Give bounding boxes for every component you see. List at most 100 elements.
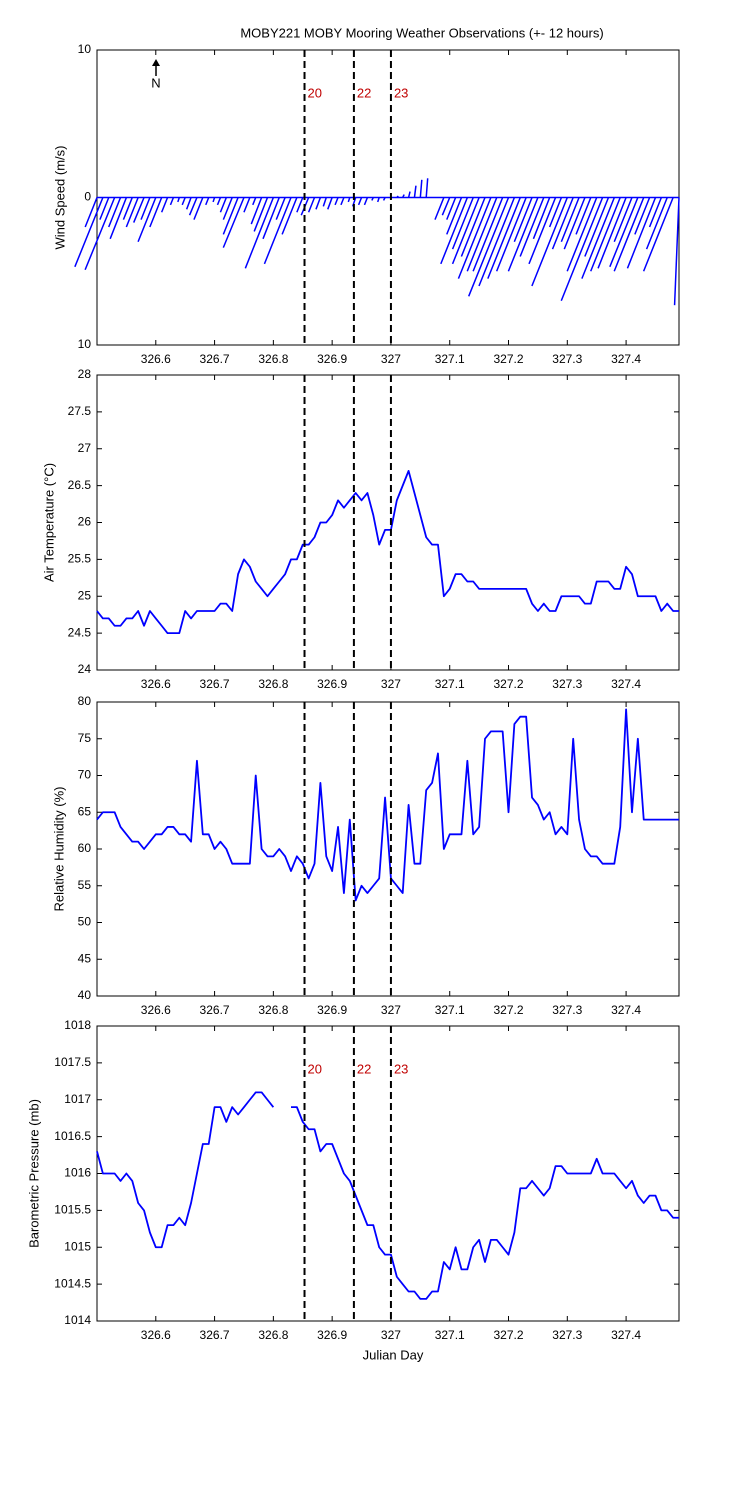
x-tick-label: 326.8 — [258, 677, 288, 691]
x-tick-label: 326.8 — [258, 352, 288, 366]
x-tick-label: 327.2 — [493, 1328, 523, 1342]
wind-stick — [407, 191, 411, 198]
x-tick-label: 326.7 — [200, 677, 230, 691]
data-line — [96, 1091, 275, 1249]
x-tick-label: 327.4 — [611, 352, 641, 366]
y-tick-label: 1017 — [64, 1092, 91, 1106]
wind-stick — [216, 197, 222, 206]
wind-stick — [74, 197, 104, 268]
wind-stick — [371, 197, 374, 201]
wind-stick — [528, 197, 557, 265]
wind-stick — [478, 197, 516, 287]
wind-stick — [645, 197, 668, 250]
wind-stick — [590, 197, 621, 272]
wind-stick — [673, 197, 680, 306]
y-tick-label: 70 — [78, 768, 92, 782]
wind-stick — [193, 197, 204, 220]
x-tick-label: 326.6 — [141, 677, 171, 691]
y-axis-label: Relative Humidity (%) — [51, 787, 66, 912]
wind-stick — [363, 197, 369, 206]
wind-stick — [382, 197, 386, 201]
wind-stick — [222, 197, 239, 235]
wind-stick — [212, 197, 216, 203]
wind-stick — [99, 197, 110, 220]
x-tick-label: 326.9 — [317, 677, 347, 691]
wind-stick — [84, 197, 116, 271]
y-tick-label: 1016.5 — [54, 1129, 91, 1143]
y-tick-label: 0 — [84, 190, 91, 204]
wind-stick — [581, 197, 616, 279]
wind-stick — [446, 197, 457, 220]
y-tick-label: 27.5 — [68, 404, 92, 418]
wind-stick — [584, 197, 610, 257]
wind-stick — [467, 197, 510, 297]
wind-stick — [281, 197, 298, 235]
y-tick-label: 26 — [78, 515, 92, 529]
x-tick-label: 326.6 — [141, 1328, 171, 1342]
wind-stick — [575, 197, 592, 235]
north-arrow-head — [152, 59, 160, 66]
x-tick-label: 326.7 — [200, 1003, 230, 1017]
wind-stick — [137, 197, 157, 243]
wind-stick — [402, 194, 405, 198]
x-tick-label: 326.6 — [141, 1003, 171, 1017]
wind-stick — [376, 197, 380, 203]
y-tick-label: 25 — [78, 588, 92, 602]
wind-stick — [460, 197, 486, 257]
y-tick-label: 80 — [78, 694, 92, 708]
x-tick-label: 327.3 — [552, 1003, 582, 1017]
plot-area — [96, 374, 680, 671]
wind-stick — [532, 197, 551, 240]
wind-stick — [519, 197, 545, 257]
wind-stick — [466, 197, 498, 272]
wind-stick — [250, 197, 263, 225]
wind-stick — [560, 197, 580, 243]
x-tick-label: 326.7 — [200, 352, 230, 366]
y-tick-label: 75 — [78, 731, 92, 745]
x-tick-label: 327.3 — [552, 677, 582, 691]
wind-stick — [451, 197, 480, 265]
wind-stick — [413, 185, 417, 198]
event-label: 23 — [394, 85, 408, 100]
wind-stick — [322, 197, 327, 207]
wind-stick — [340, 197, 345, 206]
wind-stick — [425, 178, 429, 198]
wind-stick — [122, 197, 133, 220]
x-tick-label: 327 — [381, 677, 401, 691]
wind-stick — [149, 197, 163, 228]
wind-stick — [613, 197, 633, 243]
wind-stick — [396, 195, 399, 199]
y-tick-label: 10 — [78, 337, 92, 351]
north-label: N — [151, 75, 160, 90]
wind-stick — [566, 197, 598, 272]
y-tick-label: 45 — [78, 951, 92, 965]
wind-stick — [357, 197, 363, 206]
wind-stick — [626, 197, 657, 269]
y-tick-label: 1014.5 — [54, 1276, 91, 1290]
wind-stick — [307, 197, 316, 213]
x-tick-label: 327.4 — [611, 1328, 641, 1342]
x-tick-label: 327.2 — [493, 352, 523, 366]
event-label: 23 — [394, 1061, 408, 1076]
y-tick-label: 1014 — [64, 1313, 91, 1327]
wind-stick — [181, 197, 186, 206]
wind-stick — [219, 197, 228, 213]
y-axis-label: Air Temperature (°C) — [41, 463, 56, 582]
x-tick-label: 327.2 — [493, 677, 523, 691]
wind-stick — [347, 197, 351, 203]
x-tick-label: 326.9 — [317, 1328, 347, 1342]
y-tick-label: 1016 — [64, 1166, 91, 1180]
wind-stick — [263, 197, 292, 265]
x-tick-label: 326.9 — [317, 1003, 347, 1017]
wind-stick — [507, 197, 539, 272]
y-tick-label: 1015.5 — [54, 1203, 91, 1217]
wind-stick — [109, 197, 128, 240]
chart-title: MOBY221 MOBY Mooring Weather Observation… — [240, 25, 603, 40]
wind-stick — [252, 197, 257, 206]
y-tick-label: 60 — [78, 841, 92, 855]
x-tick-label: 327.1 — [435, 677, 465, 691]
wind-stick — [597, 197, 627, 269]
wind-stick — [160, 197, 169, 213]
y-axis-label: Barometric Pressure (mb) — [26, 1099, 41, 1248]
